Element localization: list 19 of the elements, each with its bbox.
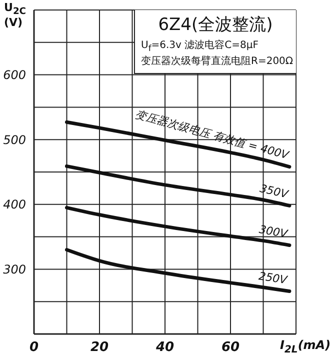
- text: 300V: [258, 222, 290, 241]
- y-axis-title: U$_{2C}$ (V): [4, 1, 26, 30]
- line-series: [65, 206, 292, 247]
- line-series: [65, 164, 292, 208]
- x-axis-title: I$_{2L}$(mA): [280, 338, 331, 356]
- y-tick-label: 600: [3, 68, 26, 82]
- chart-title: 6Z4(全波整流): [157, 14, 274, 36]
- text: 250V: [258, 270, 290, 287]
- x-tick-label: 60: [221, 340, 240, 356]
- y-tick-label: 500: [3, 132, 26, 147]
- x-tick-label: 40: [154, 340, 174, 356]
- y-tick-label: 400: [3, 198, 26, 212]
- text: 350V: [258, 182, 291, 202]
- text: 变压器次级电压 有效值 = 400V: [134, 108, 292, 162]
- line-series: [65, 248, 292, 293]
- text: U$_{f}$=6.3v 滤波电容C=8μF 变压器次级每臂直流电阻R=200Ω: [140, 39, 294, 69]
- x-tick-label: 0: [29, 340, 39, 356]
- y-tick-label: 300: [3, 262, 26, 276]
- x-tick-label: 20: [90, 340, 109, 356]
